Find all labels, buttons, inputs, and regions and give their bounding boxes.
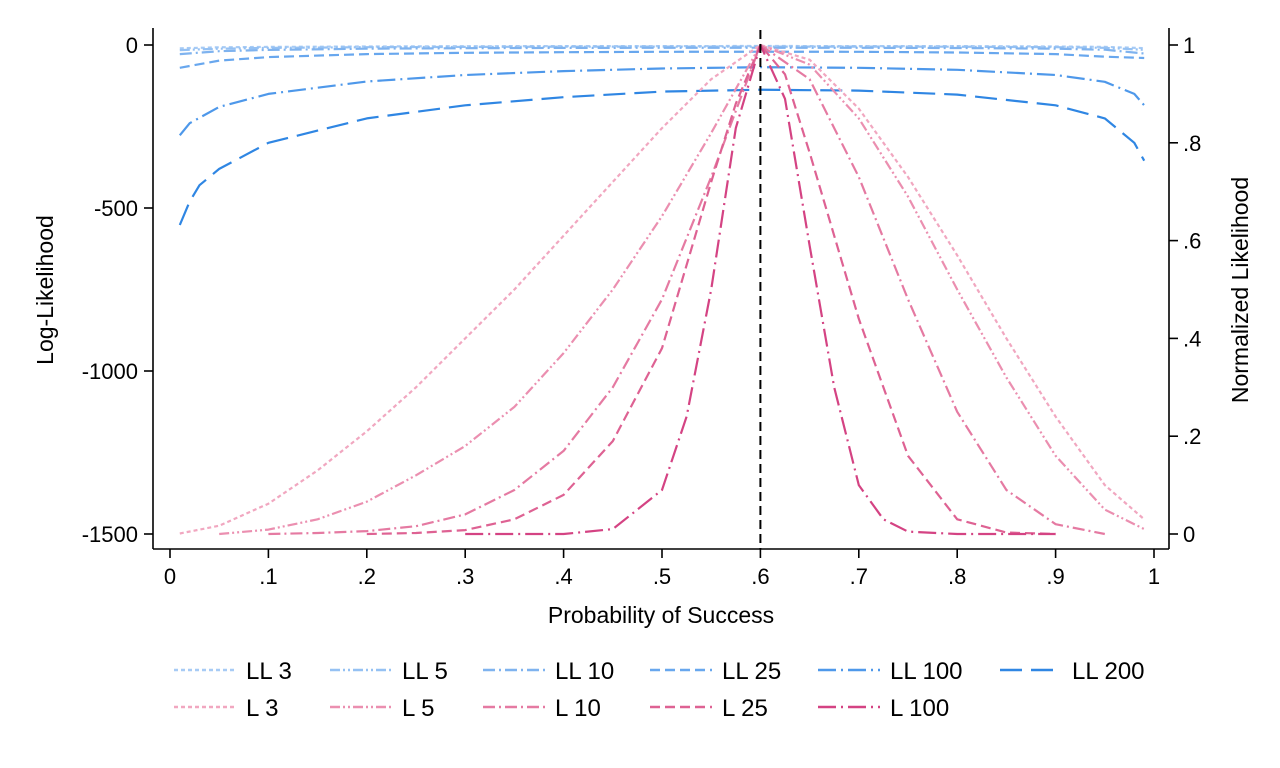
legend-label-ll-3: LL 3: [246, 658, 292, 685]
axes: 0.1.2.3.4.5.6.7.8.9 10-500-1000-1500 0.2.4…: [82, 28, 1201, 589]
y-right-tick-label: .6: [1183, 229, 1201, 254]
y-axis-title-left: Log-Likelihood: [32, 215, 58, 365]
y-right-tick-label: 1: [1183, 33, 1195, 58]
x-tick-label: .9: [1046, 564, 1064, 589]
y-left-tick-label: -500: [94, 196, 138, 221]
legend-label-l-5: L 5: [402, 695, 434, 722]
y-right-tick-label: 0: [1183, 522, 1195, 547]
x-tick-label: .1: [259, 564, 277, 589]
series-line-ll-200: [178, 88, 1146, 226]
legend-label-ll-100: LL 100: [890, 658, 963, 685]
x-tick-label: .4: [554, 564, 572, 589]
series-line-ll-10: [179, 46, 1145, 56]
x-tick-label: 1: [1148, 564, 1160, 589]
series-line-l-100: [465, 43, 1056, 536]
plot-lines: [178, 30, 1146, 549]
series-line-l-25: [366, 43, 1056, 536]
legend-label-ll-25: LL 25: [722, 658, 781, 685]
x-tick-label: .3: [456, 564, 474, 589]
x-tick-label: 0: [164, 564, 176, 589]
y-right-tick-label: .4: [1183, 326, 1201, 351]
series-line-l-5: [219, 43, 1145, 536]
y-axis-title-right: Normalized Likelihood: [1227, 177, 1253, 403]
legend-label-l-25: L 25: [722, 695, 768, 722]
legend-label-l-3: L 3: [246, 695, 278, 722]
x-tick-label: .2: [358, 564, 376, 589]
legend: LL 3 LL 5 LL 10 LL 25 LL 100 LL 200 L 3 L 5 L 10…: [174, 658, 1145, 722]
y-right-tick-label: .2: [1183, 424, 1201, 449]
y-right-tick-label: .8: [1183, 131, 1201, 156]
y-left-tick-label: -1500: [82, 522, 138, 547]
series-line-l-3: [179, 43, 1145, 535]
legend-label-ll-10: LL 10: [555, 658, 614, 685]
x-tick-label: .6: [751, 564, 769, 589]
legend-label-ll-5: LL 5: [402, 658, 448, 685]
series-line-ll-5: [179, 45, 1145, 52]
x-tick-label: .8: [948, 564, 966, 589]
series-line-ll-100: [178, 66, 1146, 136]
x-tick-label: .7: [850, 564, 868, 589]
x-axis-title: Probability of Success: [548, 602, 774, 628]
series-line-ll-25: [179, 50, 1145, 69]
legend-label-ll-200: LL 200: [1072, 658, 1145, 685]
y-left-tick-label: 0: [126, 33, 138, 58]
legend-label-l-10: L 10: [555, 695, 601, 722]
y-left-tick-label: -1000: [82, 359, 138, 384]
series-line-l-10: [268, 43, 1106, 536]
legend-label-l-100: L 100: [890, 695, 949, 722]
x-tick-label: .5: [653, 564, 671, 589]
